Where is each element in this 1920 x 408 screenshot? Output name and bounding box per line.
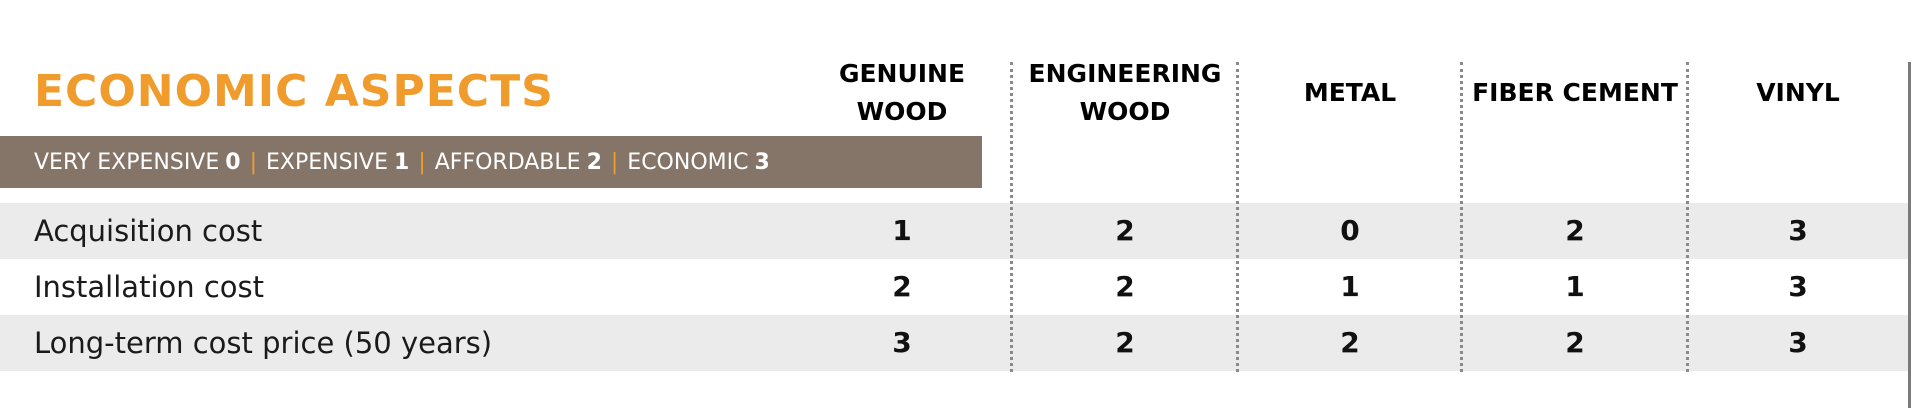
legend-value-very-expensive: 0 bbox=[225, 149, 241, 175]
table-cell: 1 bbox=[892, 214, 912, 247]
legend-label-expensive: EXPENSIVE bbox=[266, 149, 388, 175]
legend-separator: | bbox=[610, 149, 619, 175]
column-divider bbox=[1686, 62, 1689, 372]
legend-value-expensive: 1 bbox=[394, 149, 410, 175]
legend-value-economic: 3 bbox=[754, 149, 770, 175]
page-title: ECONOMIC ASPECTS bbox=[34, 66, 554, 117]
table-row: Long-term cost price (50 years) 3 2 2 2 … bbox=[0, 315, 1908, 371]
table-cell: 3 bbox=[892, 326, 912, 359]
legend-separator: | bbox=[418, 149, 426, 175]
column-divider bbox=[1236, 62, 1239, 372]
table-cell: 2 bbox=[1565, 326, 1585, 359]
table-cell: 3 bbox=[1788, 326, 1808, 359]
legend-label-very-expensive: VERY EXPENSIVE bbox=[34, 149, 220, 175]
column-header-metal: METAL bbox=[1303, 78, 1397, 107]
table-cell: 2 bbox=[1115, 326, 1135, 359]
column-divider bbox=[1460, 62, 1463, 372]
rating-legend: VERY EXPENSIVE 0 | EXPENSIVE 1 | AFFORDA… bbox=[0, 136, 982, 188]
row-label: Long-term cost price (50 years) bbox=[34, 326, 493, 360]
legend-value-affordable: 2 bbox=[586, 149, 602, 175]
row-label: Installation cost bbox=[34, 270, 265, 304]
legend-label-affordable: AFFORDABLE bbox=[434, 149, 581, 175]
table-cell: 2 bbox=[1340, 326, 1360, 359]
column-divider bbox=[1010, 62, 1013, 372]
table-cell: 1 bbox=[1340, 270, 1360, 303]
table-cell: 3 bbox=[1788, 214, 1808, 247]
legend-separator: | bbox=[249, 149, 257, 175]
table-cell: 1 bbox=[1565, 270, 1585, 303]
table-cell: 0 bbox=[1340, 214, 1360, 247]
column-header-vinyl: VINYL bbox=[1756, 78, 1840, 107]
table-row: Installation cost 2 2 1 1 3 bbox=[0, 259, 1908, 315]
table-cell: 2 bbox=[1115, 270, 1135, 303]
table-cell: 2 bbox=[1115, 214, 1135, 247]
table-row: Acquisition cost 1 2 0 2 3 bbox=[0, 203, 1908, 259]
column-header-engineering-wood: ENGINEERING WOOD bbox=[1028, 59, 1222, 126]
column-header-genuine-wood: GENUINE WOOD bbox=[838, 59, 966, 126]
legend-label-economic: ECONOMIC bbox=[627, 149, 749, 175]
table-cell: 2 bbox=[1565, 214, 1585, 247]
column-header-fiber-cement: FIBER CEMENT bbox=[1472, 78, 1678, 107]
row-label: Acquisition cost bbox=[34, 214, 263, 248]
table-cell: 2 bbox=[892, 270, 912, 303]
table-cell: 3 bbox=[1788, 270, 1808, 303]
table-right-border bbox=[1908, 62, 1911, 408]
